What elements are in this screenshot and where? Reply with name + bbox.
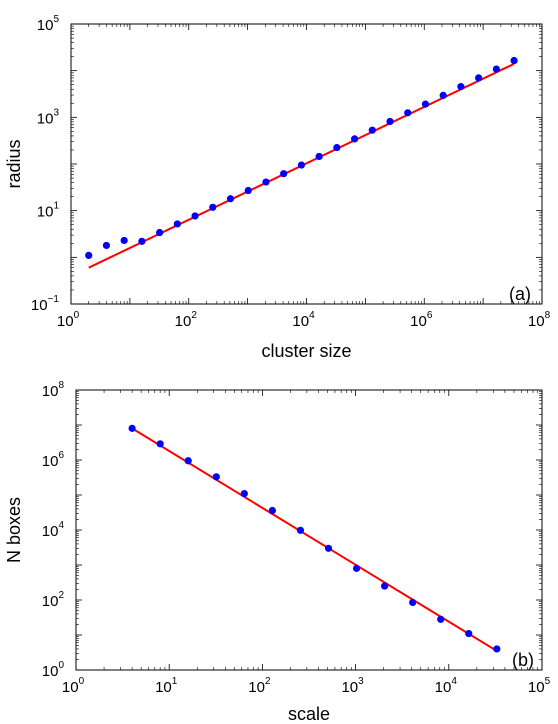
data-point (324, 544, 333, 552)
major-ticks (75, 389, 543, 671)
data-point (437, 615, 445, 623)
data-point (350, 135, 359, 143)
data-point (156, 440, 164, 448)
data-point (240, 489, 248, 498)
panel-label: (b) (512, 650, 534, 670)
data-point (184, 457, 192, 465)
y-tick-label: 106 (42, 450, 65, 470)
y-axis-label: N boxes (4, 497, 24, 563)
axes-frame (75, 389, 543, 671)
minor-ticks (71, 24, 542, 304)
data-point (315, 152, 323, 161)
data-point (212, 473, 220, 481)
x-tick-label: 101 (155, 676, 178, 696)
x-tick-label: 103 (341, 676, 364, 696)
x-tick-label: 108 (528, 310, 551, 330)
data-point (102, 241, 111, 250)
panel-label: (a) (509, 284, 531, 304)
data-point (156, 228, 164, 237)
y-tick-label: 108 (42, 380, 65, 400)
x-tick-label: 100 (57, 310, 80, 330)
data-point (457, 83, 465, 91)
y-tick-label: 10−1 (31, 294, 60, 314)
x-tick-label: 106 (410, 310, 433, 330)
data-point (191, 212, 199, 220)
data-point (296, 526, 305, 534)
y-tick-label: 104 (42, 520, 65, 540)
data-point (138, 237, 146, 245)
data-point (120, 236, 128, 245)
data-point (475, 74, 483, 82)
fit-line (131, 427, 498, 652)
data-points (128, 424, 501, 653)
data-point (280, 170, 288, 178)
chart-panel-b: 100 101 102 103 104 105 100 102 104 106 108 scale N … (4, 380, 551, 724)
data-point (386, 117, 394, 126)
x-tick-label: 102 (248, 676, 271, 696)
data-point (381, 582, 389, 590)
data-point (209, 203, 217, 211)
data-point (493, 645, 501, 653)
x-tick-label: 104 (435, 676, 458, 696)
data-point (352, 564, 361, 572)
x-axis-label: cluster size (261, 341, 351, 361)
major-ticks (70, 23, 543, 305)
data-points (85, 56, 518, 260)
y-axis-label: radius (4, 139, 24, 188)
y-tick-label: 101 (37, 201, 60, 221)
y-tick-label: 103 (37, 107, 60, 127)
minor-ticks (76, 390, 542, 670)
y-tick-label: 105 (37, 14, 60, 34)
data-point (128, 424, 136, 432)
x-tick-label: 102 (175, 310, 198, 330)
data-point (173, 220, 181, 228)
data-point (368, 126, 376, 134)
chart-panel-a: 100 102 104 106 108 10−1 101 103 105 cluster size… (4, 14, 551, 361)
x-tick-label: 100 (62, 676, 85, 696)
data-point (510, 56, 518, 65)
data-point (404, 109, 412, 117)
x-axis-label: scale (288, 704, 330, 724)
data-point (333, 143, 341, 152)
data-point (421, 100, 430, 108)
data-point (439, 91, 447, 100)
data-point (244, 186, 252, 195)
data-point (465, 629, 473, 638)
data-point (226, 195, 235, 203)
data-point (262, 178, 270, 186)
data-point (268, 506, 276, 515)
y-tick-label: 100 (42, 660, 65, 680)
x-tick-label: 105 (528, 676, 551, 696)
data-point (297, 161, 306, 169)
x-tick-label: 104 (292, 310, 315, 330)
y-tick-label: 102 (42, 590, 65, 610)
data-point (492, 65, 500, 73)
data-point (85, 251, 93, 260)
data-point (409, 598, 417, 607)
